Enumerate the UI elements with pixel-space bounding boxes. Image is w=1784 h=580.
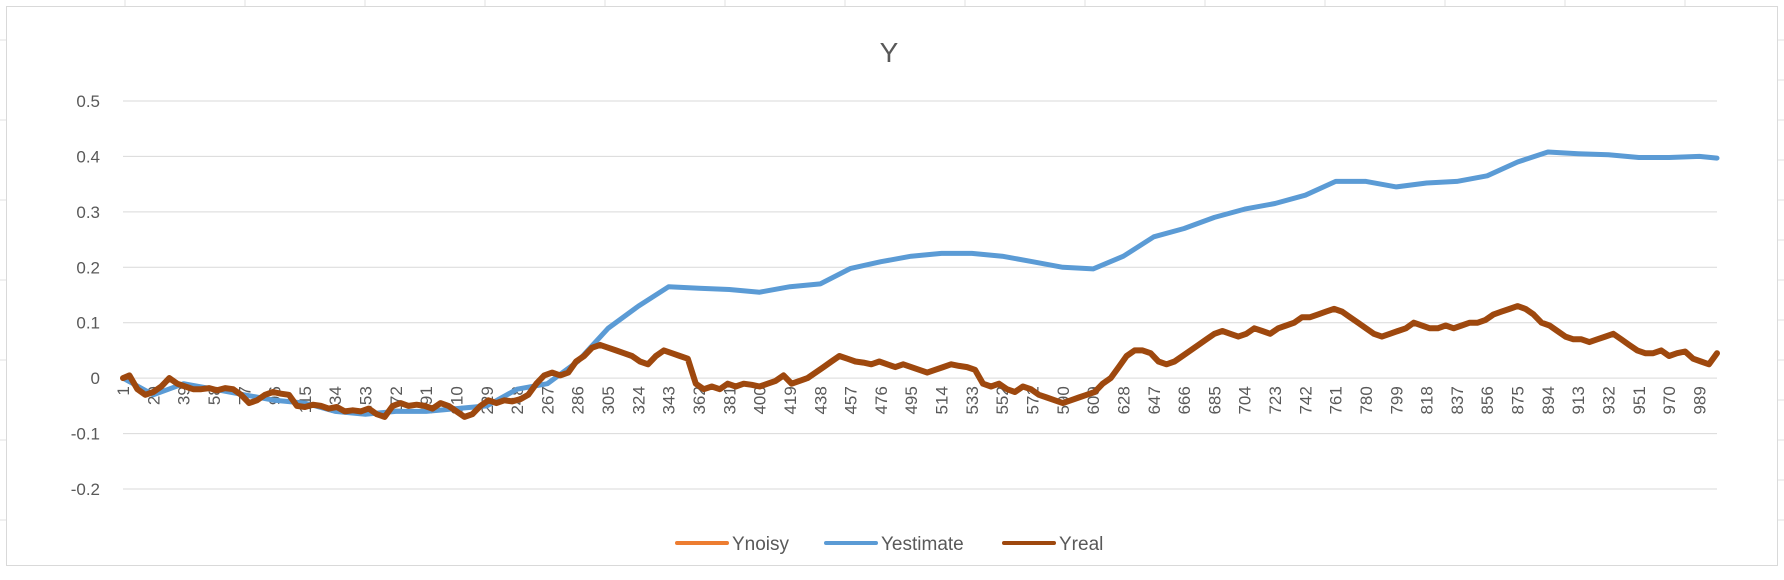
x-tick-label: 381	[720, 386, 739, 414]
x-tick-label: 837	[1448, 386, 1467, 414]
x-tick-label: 1	[114, 386, 133, 395]
y-tick-label: 0	[91, 369, 100, 388]
x-tick-label: 343	[660, 386, 679, 414]
x-tick-label: 552	[993, 386, 1012, 414]
y-tick-label: -0.1	[71, 425, 100, 444]
x-tick-label: 666	[1175, 386, 1194, 414]
y-axis-tick-labels: 0.5 0.4 0.3 0.2 0.1 0 -0.1 -0.2	[71, 92, 100, 499]
x-tick-label: 362	[690, 386, 709, 414]
x-tick-label: 267	[538, 386, 557, 414]
x-tick-label: 723	[1266, 386, 1285, 414]
x-tick-label: 742	[1296, 386, 1315, 414]
x-tick-label: 438	[811, 386, 830, 414]
x-tick-label: 780	[1357, 386, 1376, 414]
x-tick-label: 457	[842, 386, 861, 414]
legend-label-yestimate: Yestimate	[881, 534, 964, 555]
y-tick-label: 0.2	[76, 258, 100, 277]
y-tick-label: 0.3	[76, 203, 100, 222]
x-tick-label: 419	[781, 386, 800, 414]
x-tick-label: 951	[1630, 386, 1649, 414]
x-tick-label: 799	[1387, 386, 1406, 414]
y-tick-label: 0.4	[76, 147, 100, 166]
x-tick-label: 989	[1690, 386, 1709, 414]
x-tick-label: 685	[1205, 386, 1224, 414]
gridlines	[123, 100, 1717, 490]
x-tick-label: 856	[1478, 386, 1497, 414]
y-tick-label: 0.1	[76, 314, 100, 333]
x-tick-label: 476	[872, 386, 891, 414]
x-tick-label: 875	[1509, 386, 1528, 414]
x-tick-label: 400	[751, 386, 770, 414]
x-tick-label: 286	[569, 386, 588, 414]
legend-label-ynoisy: Ynoisy	[732, 534, 790, 555]
x-tick-label: 305	[599, 386, 618, 414]
x-tick-label: 704	[1236, 386, 1255, 414]
x-tick-label: 647	[1145, 386, 1164, 414]
plot-series	[120, 149, 1720, 420]
x-tick-label: 495	[902, 386, 921, 414]
x-axis-tick-labels: 1 20 39 58 77 96 115 134 153 172 191 210 229 248 267 28…	[114, 386, 1709, 414]
x-tick-label: 818	[1418, 386, 1437, 414]
y-tick-label: -0.2	[71, 480, 100, 499]
chart-area[interactable]	[6, 6, 1778, 566]
x-tick-label: 932	[1599, 386, 1618, 414]
x-tick-label: 894	[1539, 386, 1558, 414]
y-tick-label: 0.5	[76, 92, 100, 111]
series-line-yreal	[120, 303, 1720, 420]
x-tick-label: 628	[1114, 386, 1133, 414]
x-tick-label: 761	[1327, 386, 1346, 414]
x-tick-label: 324	[629, 386, 648, 414]
x-tick-label: 514	[933, 386, 952, 414]
series-line-yestimate	[120, 149, 1720, 417]
legend-label-yreal: Yreal	[1059, 534, 1103, 555]
x-tick-label: 970	[1660, 386, 1679, 414]
x-tick-label: 913	[1569, 386, 1588, 414]
x-tick-label: 533	[963, 386, 982, 414]
legend: Ynoisy Yestimate Yreal	[675, 534, 1103, 555]
chart-title: Y	[880, 37, 899, 68]
